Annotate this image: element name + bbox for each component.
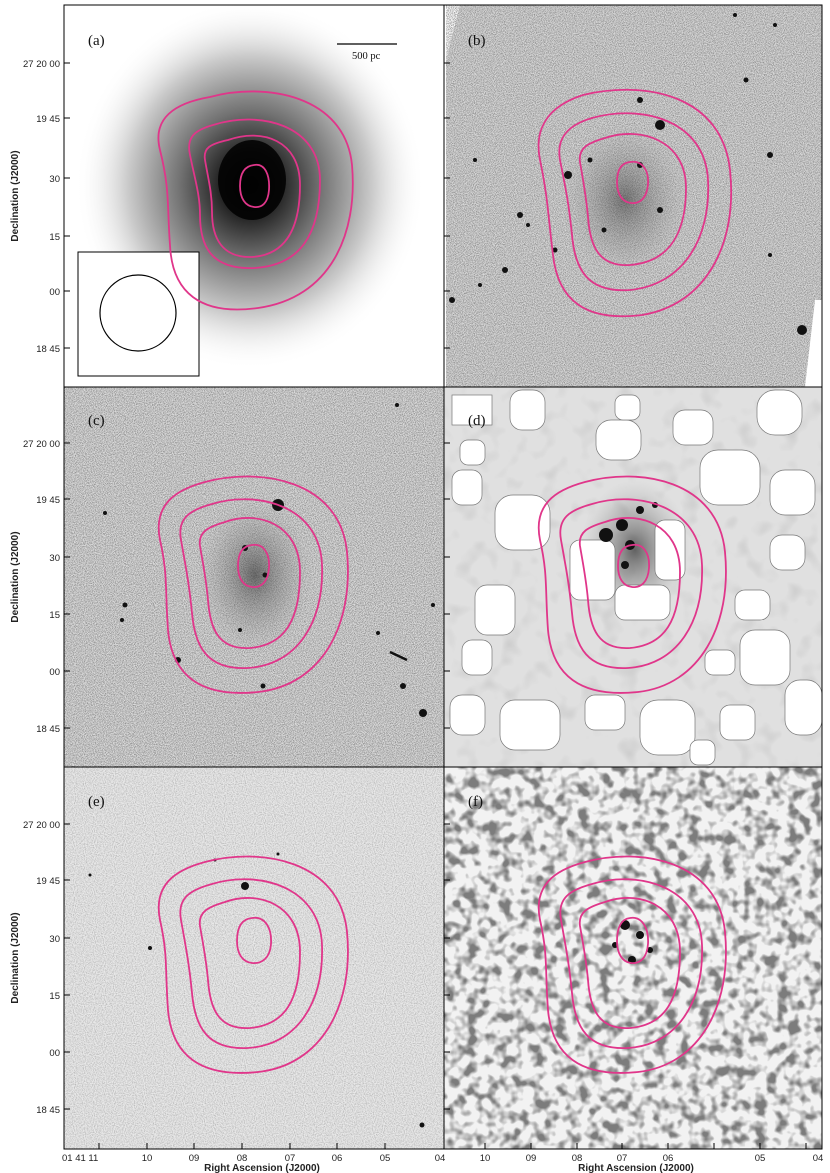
x-axis-title: Right Ascension (J2000) xyxy=(578,1163,694,1173)
contours-f xyxy=(537,855,727,1074)
mask-regions-d xyxy=(449,389,822,766)
panel-e: (e) xyxy=(64,767,444,1149)
panel-label-f: (f) xyxy=(468,794,483,810)
scale-bar-label: 500 pc xyxy=(352,51,381,62)
contours-e xyxy=(157,855,349,1074)
dec-label: 18 45 xyxy=(36,1105,60,1116)
dec-label: 00 xyxy=(49,667,60,678)
ra-label: 04 xyxy=(435,1153,446,1164)
y-axis-title: Declination (J2000) xyxy=(10,912,21,1003)
panel-label-d: (d) xyxy=(468,413,486,429)
dec-ticks xyxy=(64,62,450,1110)
ra-label: 06 xyxy=(332,1153,343,1164)
dec-label: 27 20 00 xyxy=(23,59,60,70)
ra-label: 05 xyxy=(380,1153,391,1164)
dec-label: 30 xyxy=(49,553,60,564)
ra-label: 05 xyxy=(755,1153,766,1164)
ra-labels-right: 10 09 08 07 06 05 04 xyxy=(480,1153,824,1164)
dec-label: 15 xyxy=(49,232,60,243)
ra-labels-left: 01 41 11 10 09 08 07 06 05 04 xyxy=(62,1153,445,1164)
ra-label: 01 41 11 xyxy=(62,1153,98,1164)
dec-labels-row-1: 27 20 00 19 45 30 15 00 18 45 xyxy=(23,59,60,355)
ra-label: 10 xyxy=(142,1153,153,1164)
contours-d xyxy=(537,475,727,694)
ra-label: 06 xyxy=(663,1153,674,1164)
contours-c xyxy=(157,475,349,694)
panel-label-b: (b) xyxy=(468,33,486,49)
dec-label: 18 45 xyxy=(36,724,60,735)
dec-label: 19 45 xyxy=(36,876,60,887)
y-axis-title: Declination (J2000) xyxy=(10,150,21,241)
dec-label: 27 20 00 xyxy=(23,439,60,450)
ra-label: 08 xyxy=(572,1153,583,1164)
dec-label: 00 xyxy=(49,287,60,298)
contours-b xyxy=(537,88,732,318)
panel-f: (f) xyxy=(444,767,822,1149)
panel-c: (c) xyxy=(64,387,444,767)
dec-labels-row-3: 27 20 00 19 45 30 15 00 18 45 xyxy=(23,820,60,1116)
panel-d: (d) xyxy=(444,387,822,767)
dec-label: 15 xyxy=(49,610,60,621)
x-axis-title: Right Ascension (J2000) xyxy=(204,1163,320,1173)
contours-a xyxy=(157,90,354,311)
dec-label: 27 20 00 xyxy=(23,820,60,831)
dec-label: 19 45 xyxy=(36,495,60,506)
ra-label: 07 xyxy=(617,1153,628,1164)
beam-inset-box xyxy=(77,251,200,377)
ra-label: 07 xyxy=(285,1153,296,1164)
hii-regions-d xyxy=(599,502,658,569)
dec-label: 15 xyxy=(49,991,60,1002)
ra-label: 04 xyxy=(813,1153,824,1164)
panel-label-e: (e) xyxy=(88,794,105,810)
panel-frames xyxy=(63,4,823,1150)
beam-ellipse xyxy=(99,274,177,352)
ra-ticks xyxy=(98,1143,807,1149)
ra-label: 10 xyxy=(480,1153,491,1164)
panel-a: 500 pc (a) xyxy=(64,5,444,387)
dec-label: 00 xyxy=(49,1048,60,1059)
panel-b: (b) xyxy=(444,5,822,387)
dec-label: 30 xyxy=(49,174,60,185)
field-stars-e xyxy=(88,852,425,1128)
dec-label: 18 45 xyxy=(36,344,60,355)
dec-label: 30 xyxy=(49,934,60,945)
y-axis-title: Declination (J2000) xyxy=(10,531,21,622)
ra-label: 09 xyxy=(526,1153,537,1164)
dec-label: 19 45 xyxy=(36,114,60,125)
ra-label: 09 xyxy=(189,1153,200,1164)
panel-label-c: (c) xyxy=(88,413,105,429)
dec-labels-row-2: 27 20 00 19 45 30 15 00 18 45 xyxy=(23,439,60,735)
panel-label-a: (a) xyxy=(88,33,105,49)
ra-label: 08 xyxy=(237,1153,248,1164)
